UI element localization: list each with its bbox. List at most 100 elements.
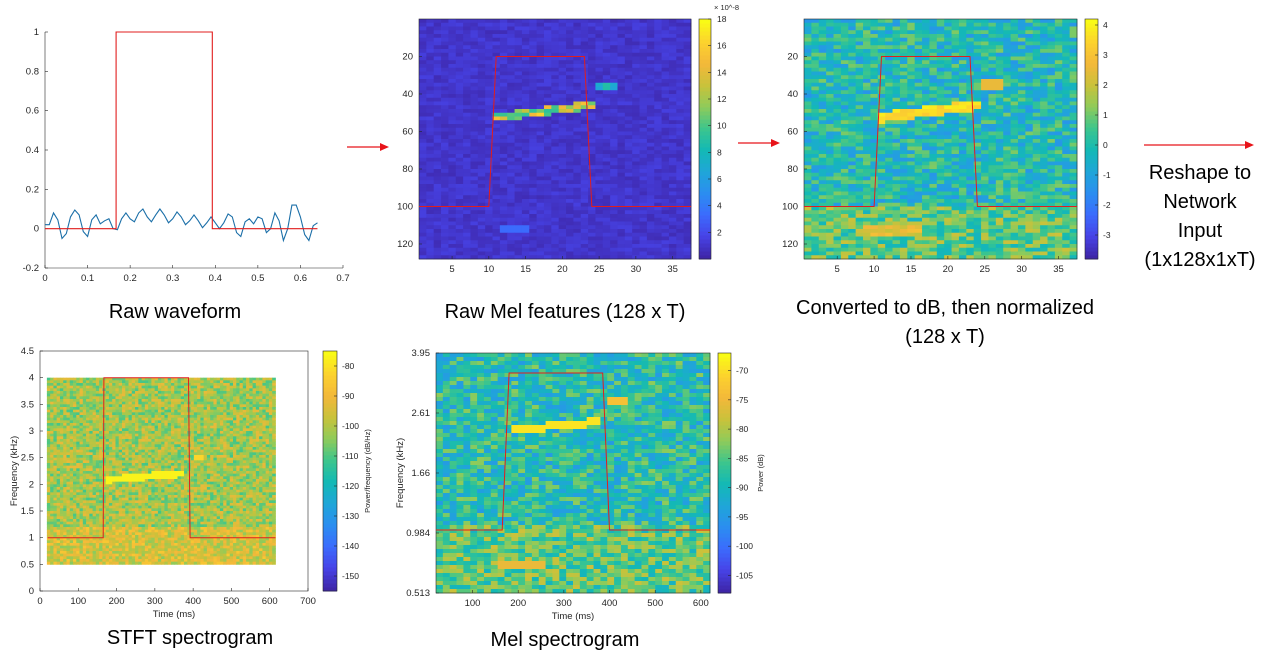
x-tick-label: 0.4: [209, 273, 222, 284]
colorbar-tick-label: -70: [736, 366, 749, 376]
colorbar-tick-label: -140: [342, 541, 359, 551]
colorbar-tick-label: 18: [717, 14, 727, 24]
y-tick-label: 0.2: [26, 184, 39, 195]
x-tick-label: 15: [906, 264, 917, 275]
y-tick-label: 0: [34, 224, 39, 235]
heatmap-cells: [46, 377, 276, 565]
colorbar-tick-label: -3: [1103, 230, 1111, 240]
colorbar-exponent: × 10^-8: [714, 3, 739, 12]
colorbar: [698, 18, 712, 260]
x-tick-label: 25: [979, 264, 990, 275]
colorbar-tick-label: -120: [342, 481, 359, 491]
x-axis-label: Time (ms): [153, 609, 195, 620]
x-tick-label: 5: [449, 264, 454, 275]
vad-window-line: [436, 372, 710, 531]
y-tick-label: 1.66: [412, 468, 431, 479]
raw-waveform-chart: 0 0.1 0.2 0.3 0.4 0.5 0.6 0.7-0.200.20.40.60.81: [23, 27, 350, 284]
colorbar-tick-label: 4: [717, 201, 722, 211]
heatmap-cells: [419, 19, 692, 260]
y-tick-label: 4.5: [21, 346, 34, 357]
raw-mel-chart: 5 10 15 20 25 30 35 20 40 60 80 100 120 2 4 6 8 10 12 14 16 1…: [397, 3, 739, 275]
arrow-waveform-to-raw-mel: [347, 143, 389, 151]
colorbar-tick-label: -2: [1103, 200, 1111, 210]
x-tick-label: 5: [835, 264, 840, 275]
colorbar: [1084, 18, 1099, 260]
x-tick-label: 0.3: [166, 273, 179, 284]
waveform-line: [45, 204, 318, 243]
x-tick-label: 35: [667, 264, 678, 275]
x-tick-label: 0: [37, 596, 42, 607]
colorbar-tick-label: -150: [342, 571, 359, 581]
reshape-text: Reshape to Network Input (1x128x1xT): [1130, 159, 1268, 275]
y-tick-label: 0: [29, 586, 34, 597]
raw-waveform-caption: Raw waveform: [108, 301, 242, 323]
x-tick-label: 600: [262, 596, 278, 607]
db-normalized-caption-line2: (128 x T): [905, 326, 985, 348]
heatmap-cells: [436, 353, 711, 594]
reshape-line-1: Reshape to: [1148, 162, 1252, 184]
x-tick-label: 0.7: [336, 273, 349, 284]
colorbar-tick-label: -80: [736, 424, 749, 434]
colorbar-tick-label: -95: [736, 512, 749, 522]
y-tick-label: -0.2: [23, 263, 39, 274]
colorbar-tick-label: -110: [342, 451, 359, 461]
x-tick-label: 0.2: [124, 273, 137, 284]
y-tick-label: 1.5: [21, 506, 34, 517]
y-tick-label: 60: [787, 127, 798, 138]
x-tick-label: 200: [109, 596, 125, 607]
y-tick-label: 1: [29, 533, 34, 544]
x-tick-label: 25: [594, 264, 605, 275]
y-tick-label: 60: [402, 127, 413, 138]
x-tick-label: 30: [1016, 264, 1027, 275]
x-tick-label: 0.1: [81, 273, 94, 284]
y-tick-label: 4: [29, 373, 34, 384]
y-tick-label: 0.513: [406, 588, 430, 599]
colorbar: [322, 350, 338, 592]
stft-caption: STFT spectrogram: [106, 627, 274, 649]
colorbar-tick-label: -85: [736, 453, 749, 463]
vad-window-line: [45, 31, 318, 230]
colorbar-tick-label: -80: [342, 361, 355, 371]
arrow-db-to-reshape: [1144, 141, 1254, 149]
x-tick-label: 500: [647, 598, 663, 609]
x-tick-label: 0: [42, 273, 47, 284]
colorbar-tick-label: -105: [736, 570, 753, 580]
reshape-line-3: Input: [1177, 220, 1223, 242]
x-tick-label: 0.6: [294, 273, 307, 284]
colorbar-tick-label: -100: [342, 421, 359, 431]
plot-frame: [39, 350, 309, 592]
colorbar-tick-label: 4: [1103, 20, 1108, 30]
y-tick-label: 20: [787, 52, 798, 63]
mel-spectrogram-chart: 100 200 300 400 500 600 3.95 2.61 1.66 0.984 0.513…: [395, 348, 765, 622]
colorbar-tick-label: 2: [1103, 80, 1108, 90]
x-tick-label: 10: [869, 264, 880, 275]
x-axis-label: Time (ms): [552, 611, 594, 622]
y-tick-label: 0.984: [406, 528, 430, 539]
y-tick-label: 120: [782, 239, 798, 250]
y-tick-label: 0.5: [21, 559, 34, 570]
colorbar-tick-label: -100: [736, 541, 753, 551]
x-tick-label: 10: [484, 264, 495, 275]
x-tick-label: 35: [1053, 264, 1064, 275]
arrow-raw-mel-to-db: [738, 139, 780, 147]
x-tick-label: 400: [185, 596, 201, 607]
colorbar-tick-label: -90: [342, 391, 355, 401]
colorbar-tick-label: 8: [717, 147, 722, 157]
colorbar-tick-label: 10: [717, 121, 727, 131]
x-tick-label: 300: [556, 598, 572, 609]
y-tick-label: 40: [402, 89, 413, 100]
y-tick-label: 80: [402, 164, 413, 175]
colorbar-tick-label: -90: [736, 483, 749, 493]
colorbar-tick-label: 14: [717, 67, 727, 77]
y-tick-label: 0.6: [26, 106, 39, 117]
colorbar-tick-label: 16: [717, 41, 727, 51]
x-tick-label: 600: [693, 598, 709, 609]
vad-window-line: [47, 377, 276, 539]
colorbar-tick-label: 2: [717, 227, 722, 237]
y-axis-label: Frequency (kHz): [9, 436, 20, 506]
y-tick-label: 120: [397, 239, 413, 250]
reshape-line-4: (1x128x1xT): [1144, 249, 1256, 271]
y-tick-label: 100: [397, 202, 413, 213]
colorbar-tick-label: 3: [1103, 50, 1108, 60]
